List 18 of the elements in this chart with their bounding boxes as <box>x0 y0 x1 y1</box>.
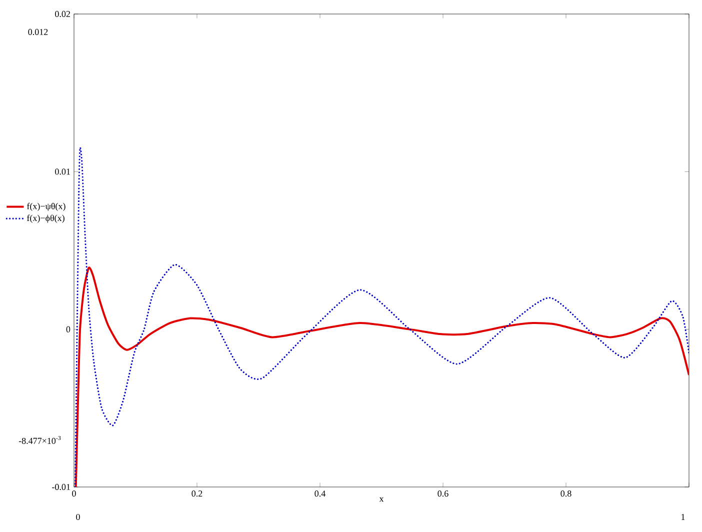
y-tick-label: 0.02 <box>55 10 70 18</box>
y-tick-label: 0.01 <box>55 168 70 175</box>
text: 1 <box>682 514 685 520</box>
line-series <box>74 266 689 487</box>
legend-label: f(x)−ϕθ(x) <box>27 214 64 223</box>
x-axis-title: x <box>379 498 384 502</box>
y-tick-label: 0 <box>66 326 70 332</box>
y-tick-label: -0.01 <box>52 484 70 490</box>
text: 0 <box>76 514 80 520</box>
line-series <box>74 147 689 487</box>
x-tick-label: 0.4 <box>314 490 326 497</box>
x-tick-label: 0.2 <box>192 490 202 497</box>
text: 0.012 <box>28 28 48 36</box>
text: -8.477×10$^{-3}$ <box>18 436 61 444</box>
x-tick-label: 0.8 <box>560 490 572 497</box>
x-tick-label: 0.6 <box>438 490 448 497</box>
legend-label: f(x)−ψθ(x) <box>27 202 66 212</box>
x-tick-label: 0 <box>72 490 76 497</box>
